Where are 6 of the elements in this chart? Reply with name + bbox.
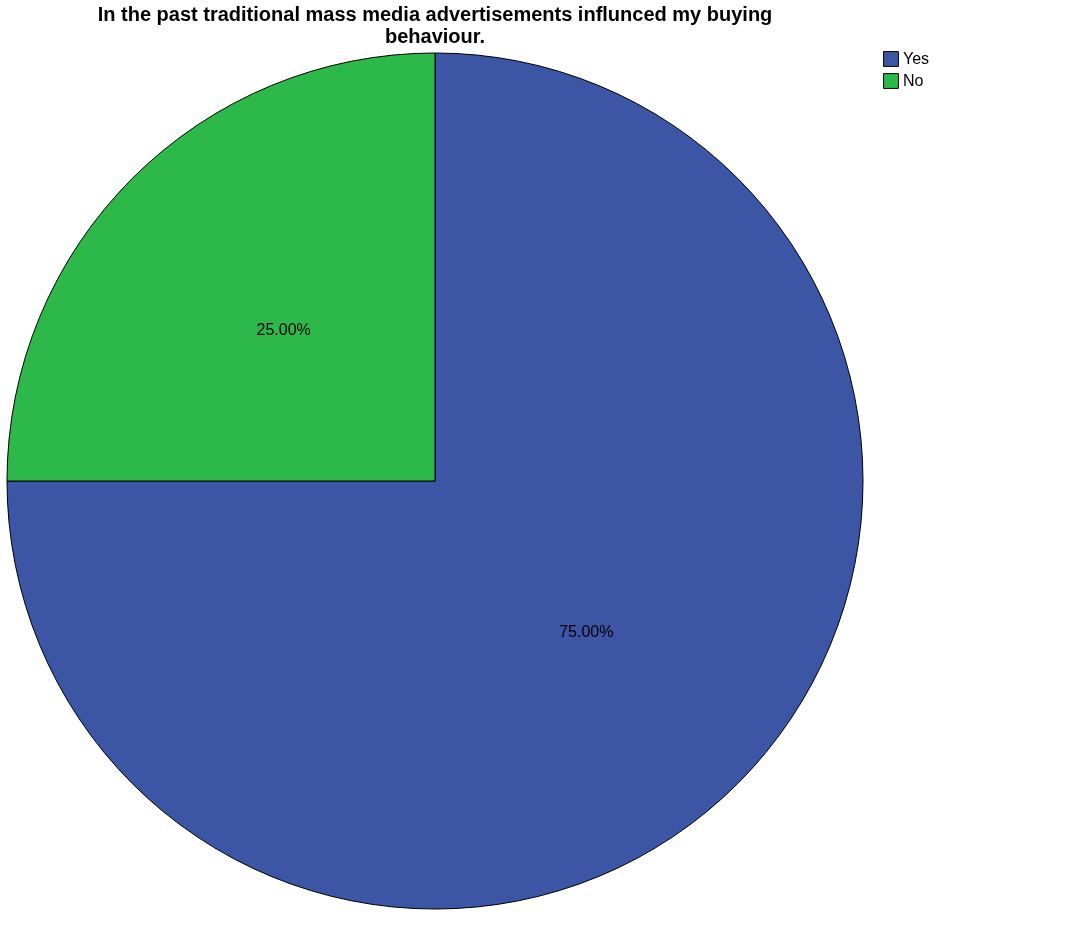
chart-title: In the past traditional mass media advertisements influnced my buying behaviour. xyxy=(97,3,773,47)
legend-label: No xyxy=(903,72,924,89)
data-label: 25.00% xyxy=(256,320,311,338)
data-label: 75.00% xyxy=(559,623,614,641)
pie-slice xyxy=(6,52,864,910)
legend-label: Yes xyxy=(903,50,930,67)
